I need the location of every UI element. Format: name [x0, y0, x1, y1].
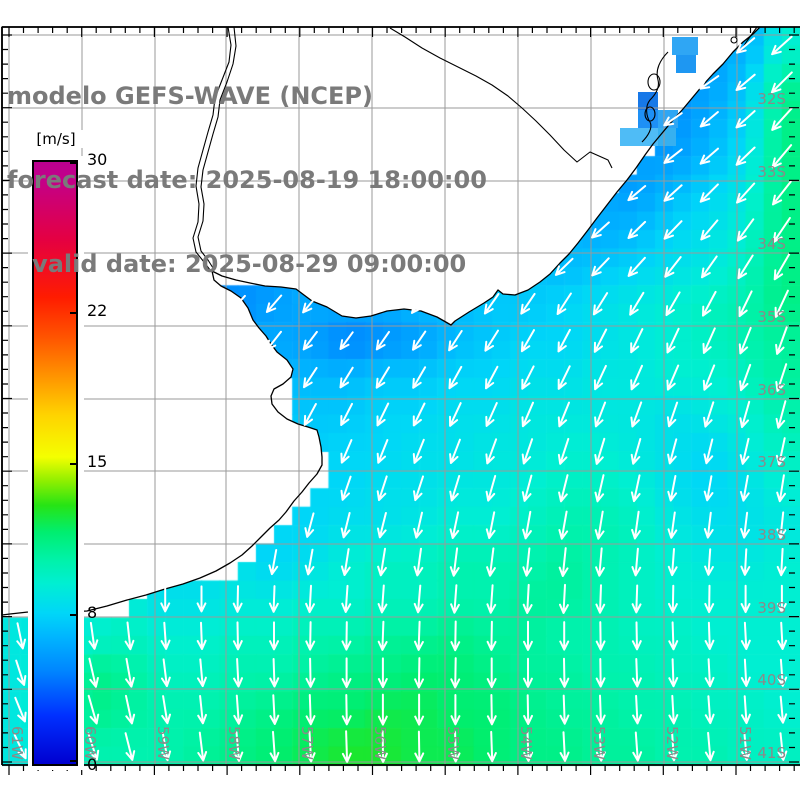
- frame-tick-marks: [2, 27, 799, 775]
- lon-label: 58W: [225, 726, 243, 760]
- lat-label: 33S: [757, 163, 786, 181]
- wind-direction-arrows: [13, 35, 793, 763]
- graticule-labels: 32S 33S 34S 35S 36S 37S 38S 39S 40S 41S 61W 60W 59W 5…: [8, 90, 786, 762]
- colorbar-tick-mark: [70, 614, 76, 616]
- lon-label: 61W: [8, 726, 26, 760]
- lagoon-lake-2: [644, 106, 656, 122]
- valid-date-line: valid date: 2025-08-29 09:00:00: [7, 250, 467, 278]
- colorbar-tick-label-15: 15: [87, 452, 108, 471]
- lon-label: 56W: [371, 726, 389, 760]
- lat-label: 36S: [757, 381, 786, 399]
- figure-titles: modelo GEFS-WAVE (NCEP) forecast date: 2…: [7, 26, 487, 334]
- border-river: [389, 27, 613, 169]
- lon-label: 53W: [590, 726, 608, 760]
- model-title: modelo GEFS-WAVE (NCEP): [7, 82, 373, 110]
- colorbar-tick-mark: [70, 162, 76, 164]
- lat-lon-gridlines: [2, 27, 800, 765]
- lat-label: 38S: [757, 526, 786, 544]
- lat-label: 34S: [757, 235, 786, 253]
- lat-label: 39S: [757, 599, 786, 617]
- lat-label: 37S: [757, 453, 786, 471]
- lagoon-shore: [641, 51, 669, 143]
- colorbar-tick-mark: [70, 312, 76, 314]
- colorbar-tick-mark: [70, 463, 76, 465]
- forecast-date-line: forecast date: 2025-08-19 18:00:00: [7, 166, 487, 194]
- uruguay-river-bank: [197, 26, 237, 269]
- lat-label: 35S: [757, 308, 786, 326]
- lon-label: 60W: [81, 726, 99, 760]
- lagoa-inlet: [730, 36, 738, 44]
- uruguay-river: [192, 26, 232, 271]
- lon-label: 55W: [444, 726, 462, 760]
- lon-label: 59W: [154, 726, 172, 760]
- colorbar: [28, 156, 84, 770]
- lagoon-lake: [647, 73, 661, 91]
- colorbar-gradient: [32, 160, 78, 766]
- coastline-group: [1, 26, 761, 616]
- colorbar-unit-label: [m/s]: [28, 130, 84, 148]
- lon-label: 52W: [663, 726, 681, 760]
- colorbar-tick-label-22: 22: [87, 301, 108, 320]
- lon-label: 57W: [298, 726, 316, 760]
- colorbar-tick-label-8: 8: [87, 603, 98, 622]
- colorbar-tick-label-30: 30: [87, 150, 108, 169]
- lat-label: 32S: [757, 90, 786, 108]
- lat-label: 40S: [757, 671, 786, 689]
- lon-label: 54W: [517, 726, 535, 760]
- lon-label: 51W: [736, 726, 754, 760]
- colorbar-tick-label-0: 0: [87, 755, 98, 774]
- lat-label: 41S: [757, 744, 786, 762]
- colorbar-tick-mark: [70, 760, 76, 762]
